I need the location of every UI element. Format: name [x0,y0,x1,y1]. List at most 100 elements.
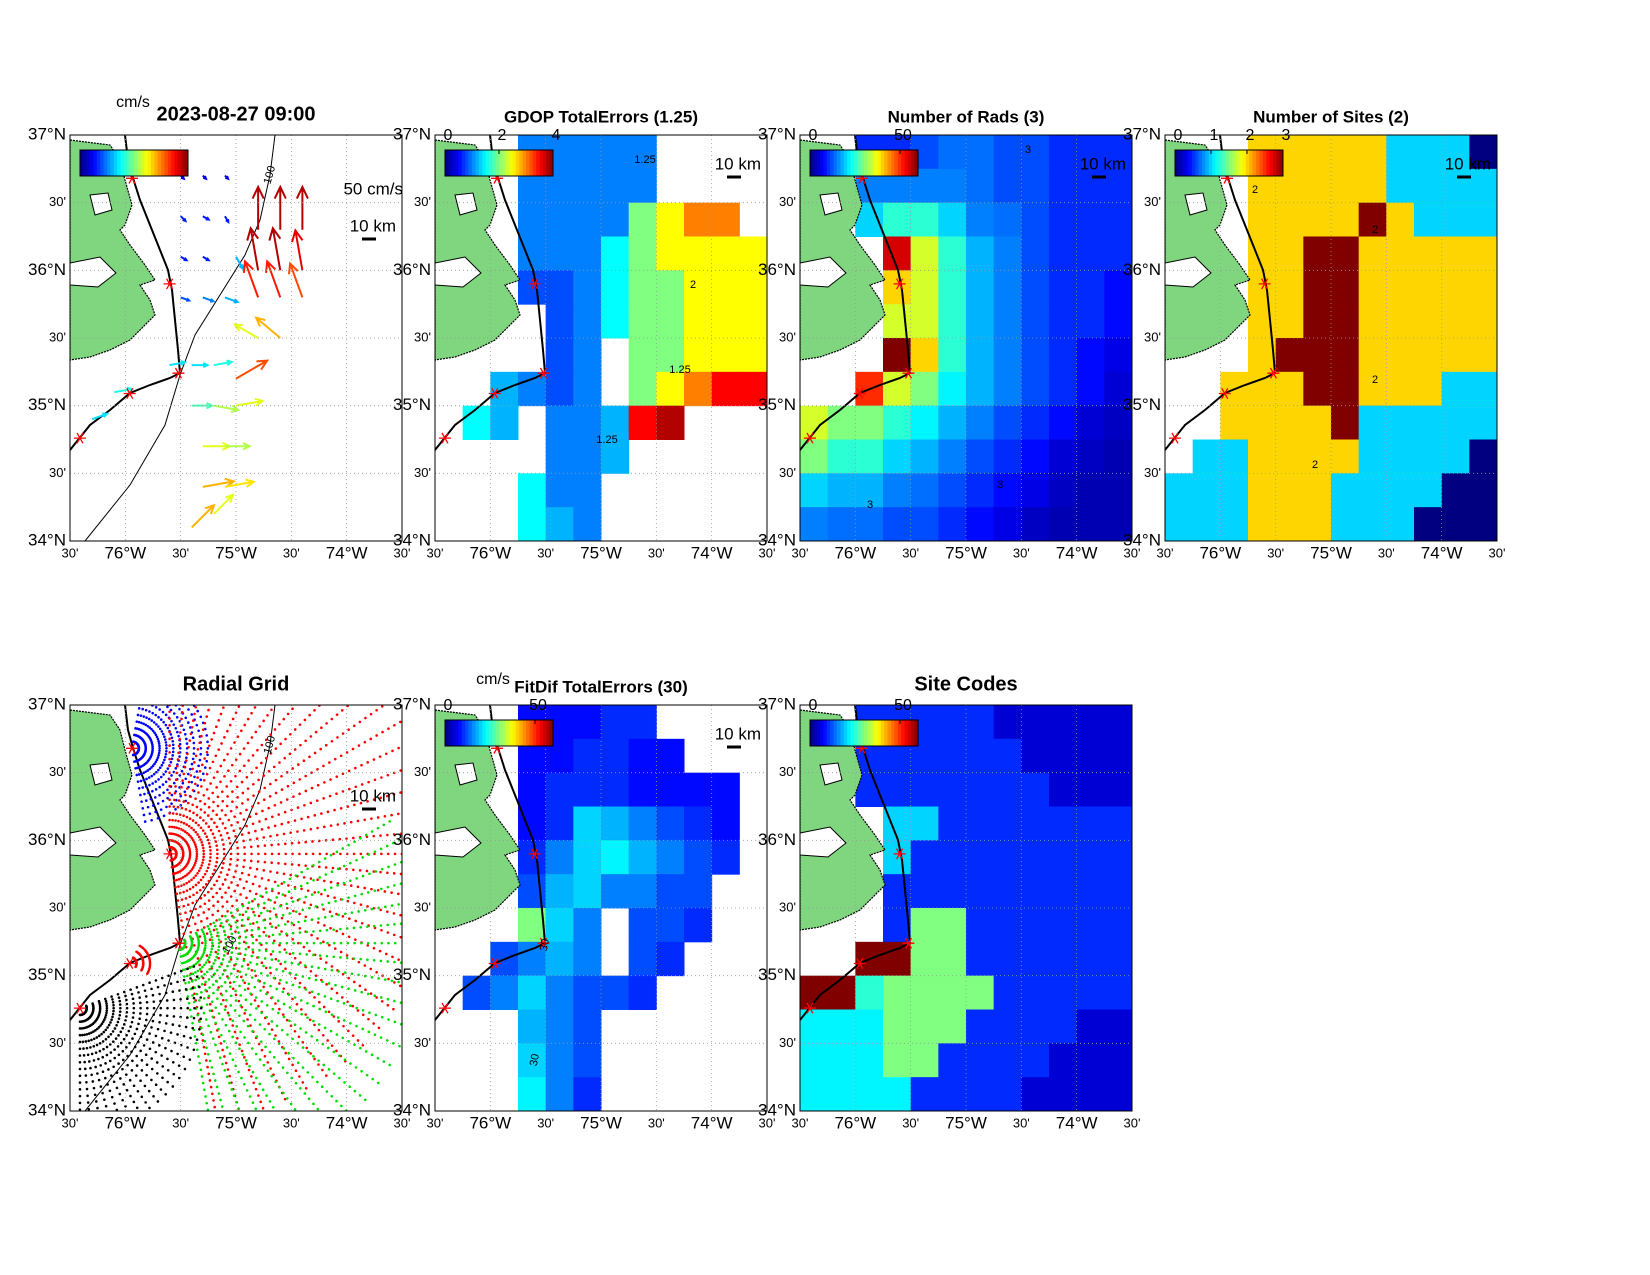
radial-dot [228,981,232,984]
radial-dot [366,941,370,945]
radial-dot [213,959,217,962]
radial-dot [186,997,189,1001]
radial-dot [335,775,339,778]
radial-dot [158,793,161,797]
radial-dot [323,916,327,919]
x-tick-label: 75°W [945,543,987,562]
radial-dot [316,783,320,787]
grid-cell [1104,202,1132,237]
radial-dot [375,970,378,974]
radial-dot [125,1073,128,1076]
radial-dot [203,832,207,835]
radial-dot [217,719,220,722]
radial-dot [352,957,356,960]
colorbar-tick-label: 50 [894,697,912,714]
radial-dot [91,1080,95,1083]
radial-dot [172,1072,176,1076]
radial-dot [263,844,267,847]
radial-dot [175,892,179,896]
contour-label: 1.25 [596,434,617,446]
radial-dot [292,941,295,945]
radial-dot [317,992,320,996]
radial-dot [283,1097,287,1101]
colorbar-swatch [830,150,835,176]
radial-dot [250,954,254,958]
radial-dot [276,884,280,887]
grid-cell [656,371,685,407]
radial-dot [392,933,396,937]
y-tick-label: 30' [414,465,431,480]
radial-dot [330,965,334,968]
grid-cell [1021,1009,1050,1044]
colorbar-swatch [1208,150,1213,176]
grid-cell [883,202,912,237]
radial-dot [271,889,274,893]
radial-dot [393,999,396,1003]
radial-dot [286,712,290,716]
radial-dot [232,916,236,919]
radial-dot [192,752,196,755]
grid-cell [1049,338,1078,373]
radial-dot [171,739,175,743]
radial-dot [279,978,282,982]
radial-dot [231,790,234,793]
radial-dot [373,852,376,856]
radial-dot [195,723,199,727]
radial-dot [372,1022,375,1025]
grid-cell [1049,1009,1078,1044]
grid-cell [1021,473,1050,508]
radial-dot [365,869,369,873]
radial-dot [172,712,176,715]
radial-dot [81,1040,85,1044]
radial-dot [284,852,288,856]
grid-cell [1076,236,1105,271]
radial-dot [227,868,231,871]
radial-dot [290,921,294,925]
radial-dot [100,1032,103,1036]
radial-dot [254,1052,258,1056]
radial-dot [325,983,328,986]
radial-dot [172,781,176,785]
scale-label: 10 km [350,216,396,235]
radial-dot [107,1068,110,1071]
radial-dot [162,814,166,818]
radial-dot [314,974,318,977]
grid-cell [656,270,685,305]
radial-dot [399,769,402,772]
colorbar-swatch [837,720,841,746]
grid-cell [1358,304,1387,339]
radial-dot [176,730,179,734]
frame [799,134,1133,542]
radial-dot [126,1063,129,1067]
radial-dot [207,907,211,911]
colorbar-swatch [549,150,554,176]
radial-dot [156,1027,160,1031]
radial-dot [211,872,215,876]
radial-dot [113,1102,116,1105]
grid-cell [1076,371,1105,407]
current-vector [288,261,304,298]
current-vector [191,503,216,529]
radial-dot [254,892,258,896]
radial-dot [323,857,327,860]
radial-dot [304,774,307,778]
frame [69,704,403,1112]
colorbar-swatch [522,150,527,176]
radial-dot [294,910,298,913]
colorbar-swatch [130,150,135,176]
radial-dot [173,825,176,829]
radial-dot [196,961,199,964]
radial-dot [157,754,160,757]
radial-dot [179,969,183,973]
grid-cell [910,975,939,1010]
radial-dot [177,799,181,802]
radial-dot [220,921,223,925]
radial-dot [375,708,378,712]
colorbar-swatch [485,150,490,176]
radial-dot [230,823,233,827]
radial-dot [280,1028,284,1032]
site-marker [490,172,503,184]
radial-dot [189,977,192,980]
site-marker [123,957,136,970]
radial-dot [139,779,143,783]
